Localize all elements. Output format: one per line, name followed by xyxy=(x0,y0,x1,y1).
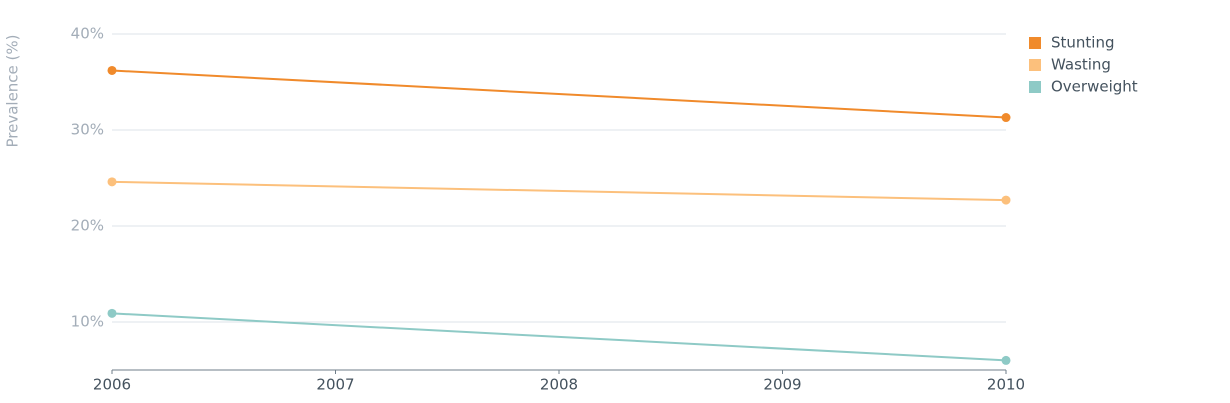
series-line xyxy=(111,69,1007,119)
x-tick-label: 2008 xyxy=(540,376,578,394)
x-tick-label: 2010 xyxy=(987,376,1025,394)
data-point xyxy=(1001,113,1011,123)
legend-label: Stunting xyxy=(1051,34,1115,52)
series-line xyxy=(111,180,1007,202)
y-tick-label: 10% xyxy=(71,313,104,331)
series-line xyxy=(111,312,1007,362)
legend-swatch xyxy=(1029,37,1041,49)
data-point xyxy=(1001,355,1011,365)
data-point xyxy=(107,177,117,187)
x-tick-label: 2006 xyxy=(93,376,131,394)
y-tick-label: 20% xyxy=(71,217,104,235)
y-tick-label: 40% xyxy=(71,25,104,43)
y-axis-label: Prevalence (%) xyxy=(4,34,22,147)
data-point xyxy=(107,308,117,318)
data-point xyxy=(107,65,117,75)
x-tick-label: 2009 xyxy=(763,376,801,394)
data-point xyxy=(1001,195,1011,205)
legend-swatch xyxy=(1029,59,1041,71)
y-tick-label: 30% xyxy=(71,121,104,139)
legend-swatch xyxy=(1029,81,1041,93)
legend-label: Overweight xyxy=(1051,78,1138,96)
legend-label: Wasting xyxy=(1051,56,1111,74)
x-tick-label: 2007 xyxy=(316,376,354,394)
